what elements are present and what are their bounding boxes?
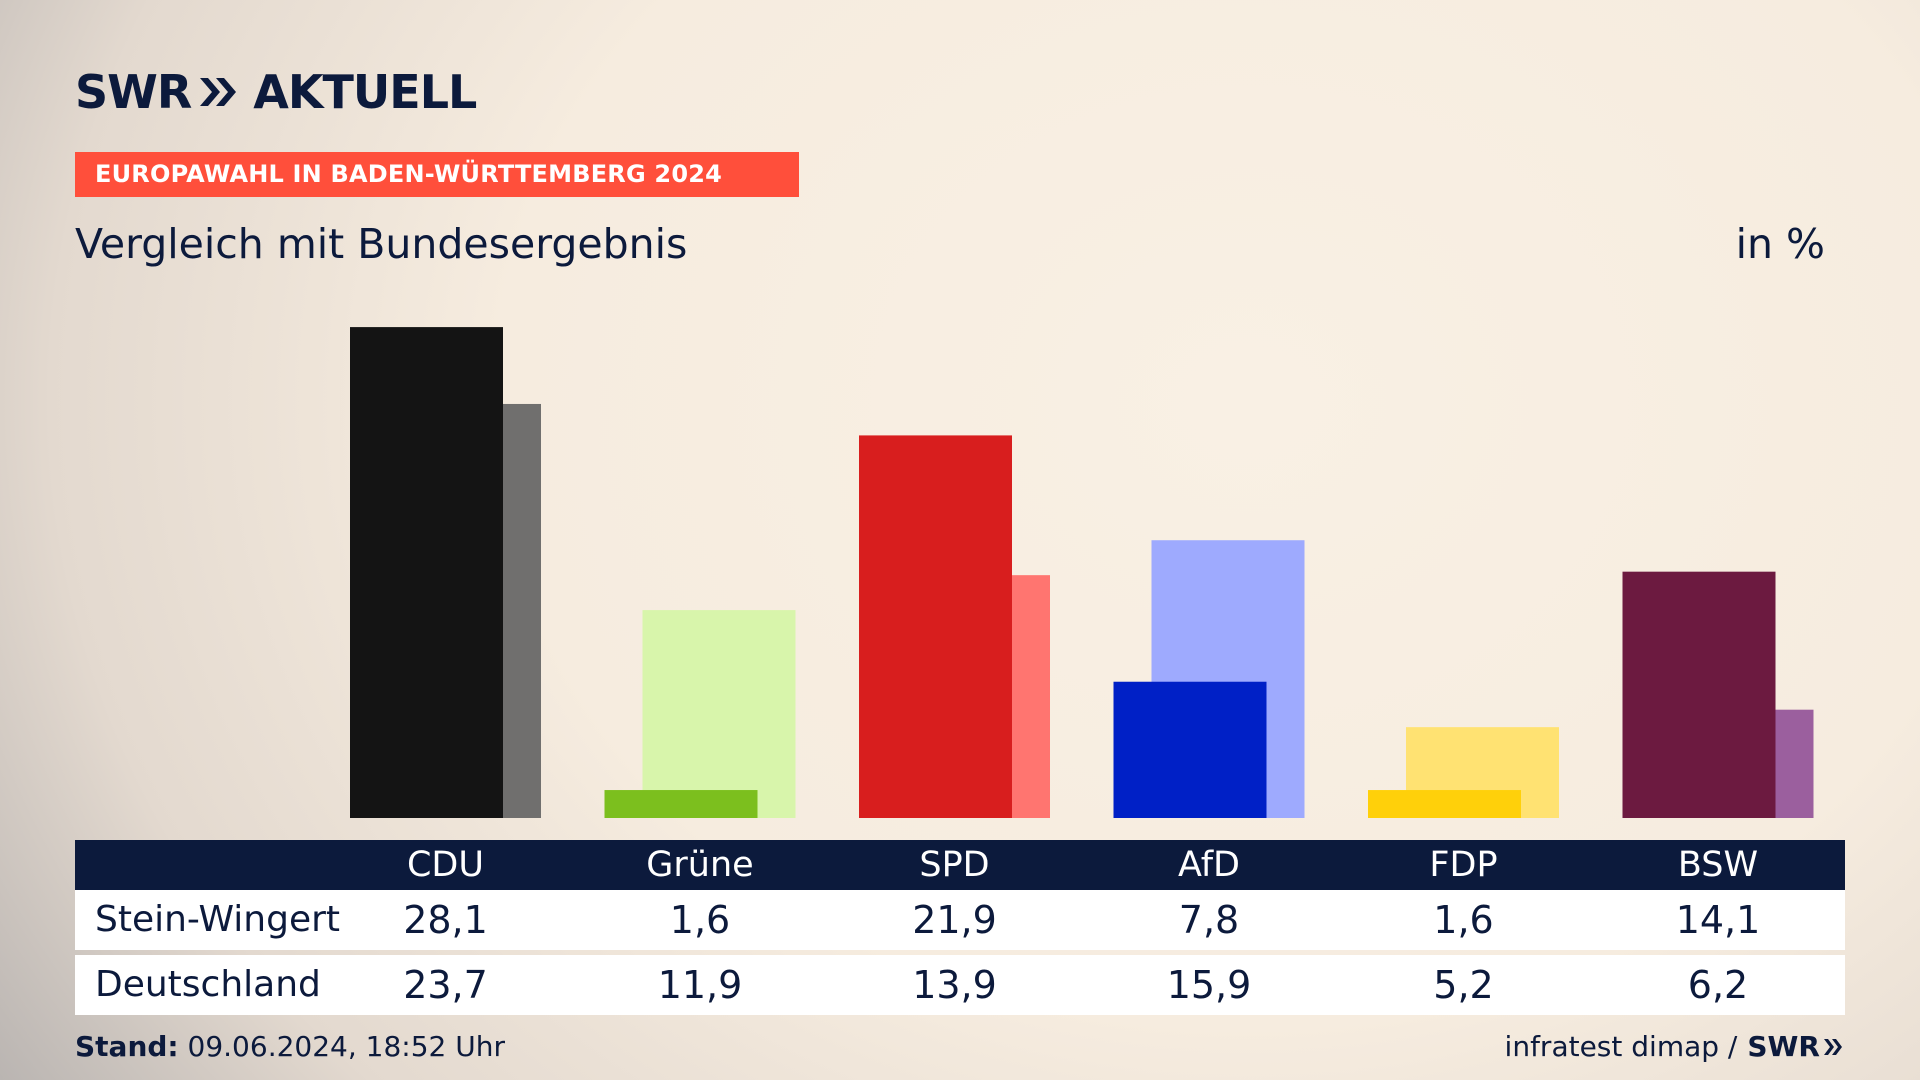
table-cell: 1,6 <box>669 898 731 942</box>
footer-brand-text: SWR <box>1747 1030 1820 1063</box>
stand-label: Stand: <box>75 1030 179 1063</box>
bar-local-fdp <box>1368 790 1521 818</box>
table-cell: 15,9 <box>1166 963 1252 1007</box>
logo-swr-text: SWR <box>75 65 192 119</box>
logo-aktuell-text: AKTUELL <box>253 65 477 119</box>
source-text: infratest dimap / <box>1504 1030 1738 1063</box>
source-credit: infratest dimap / SWR <box>1505 1030 1845 1063</box>
table-cell: 21,9 <box>912 898 997 942</box>
bar-local-afd <box>1113 681 1267 818</box>
column-header-spd: SPD <box>919 845 990 885</box>
bar-local-grüne <box>604 790 758 818</box>
table-header: CDU Grüne SPD AfD FDP BSW <box>75 840 1845 890</box>
table-cell: 23,7 <box>403 963 488 1007</box>
bar-local-cdu <box>350 327 503 818</box>
table-cell: 14,1 <box>1675 898 1761 942</box>
double-chevron-icon <box>1824 1038 1842 1055</box>
column-header-bsw: BSW <box>1677 845 1759 885</box>
column-header-cdu: CDU <box>406 845 485 885</box>
table-row: Stein-Wingert 28,1 1,6 21,9 7,8 1,6 14,1 <box>75 890 1845 950</box>
table-cell: 5,2 <box>1433 963 1494 1007</box>
bar-national-grüne <box>642 610 796 818</box>
topic-banner: EUROPAWAHL IN BADEN-WÜRTTEMBERG 2024 <box>75 152 799 197</box>
table-cell: 28,1 <box>403 898 488 942</box>
stand-value: 09.06.2024, 18:52 Uhr <box>187 1030 505 1063</box>
unit-label: in % <box>1735 220 1825 268</box>
footer-brand: SWR <box>1747 1030 1845 1063</box>
column-header-grüne: Grüne <box>646 845 754 885</box>
row-label: Stein-Wingert <box>95 899 341 940</box>
bar-local-bsw <box>1622 571 1776 818</box>
results-table: CDU Grüne SPD AfD FDP BSW Stein-Wingert 28,1 1,… <box>75 840 1845 1015</box>
table-cell: 7,8 <box>1178 898 1240 942</box>
bar-local-spd <box>859 435 1012 818</box>
column-header-afd: AfD <box>1178 845 1240 885</box>
column-header-fdp: FDP <box>1429 845 1498 885</box>
timestamp: Stand: 09.06.2024, 18:52 Uhr <box>75 1030 505 1063</box>
table-cell: 13,9 <box>912 963 997 1007</box>
table-cell: 11,9 <box>657 963 743 1007</box>
chart-subtitle: Vergleich mit Bundesergebnis <box>75 220 688 268</box>
row-label: Deutschland <box>95 964 321 1005</box>
table-cell: 1,6 <box>1433 898 1494 942</box>
double-chevron-icon <box>200 78 237 106</box>
swr-aktuell-logo: SWR AKTUELL <box>75 65 477 119</box>
table-row: Deutschland 23,7 11,9 13,9 15,9 5,2 6,2 <box>75 955 1845 1015</box>
table-body: Stein-Wingert 28,1 1,6 21,9 7,8 1,6 14,1 Deutsc… <box>75 890 1845 1015</box>
bar-chart <box>350 327 1814 818</box>
table-cell: 6,2 <box>1687 963 1749 1007</box>
